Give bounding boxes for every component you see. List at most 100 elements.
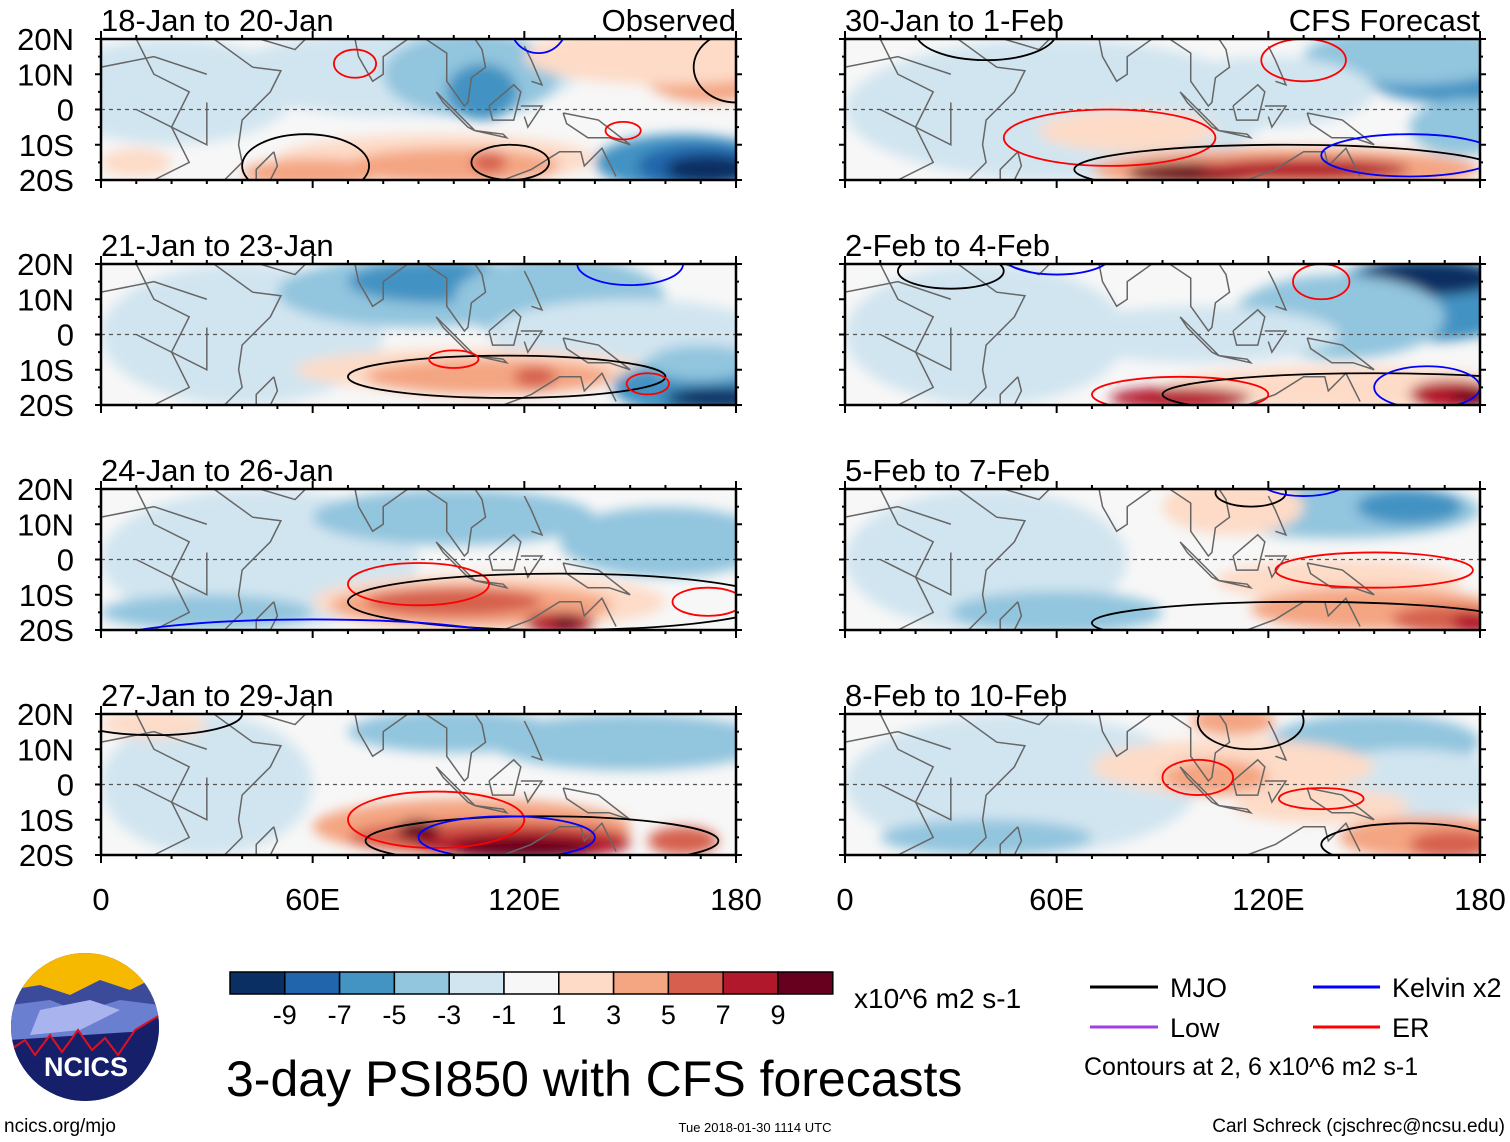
ncics-logo: NCICS <box>11 953 159 1101</box>
coastline <box>101 730 208 750</box>
colorbar-swatch <box>229 971 286 995</box>
coastline <box>1264 105 1288 129</box>
lon-tick-label: 180 <box>710 882 762 917</box>
anomaly-region <box>1451 390 1480 405</box>
coastline <box>1246 822 1361 855</box>
coastline <box>135 102 208 146</box>
legend-label-kelvin: Kelvin x2 <box>1392 973 1502 1003</box>
colorbar-units: x10^6 m2 s-1 <box>854 983 1021 1014</box>
coastline <box>845 280 952 300</box>
panel-title: 5-Feb to 7-Feb <box>845 453 1050 488</box>
coastline <box>1003 714 1051 726</box>
coastline <box>1264 330 1288 354</box>
lat-tick-label: 20S <box>19 838 74 873</box>
map-panel: 30-Jan to 1-Feb CFS Forecast <box>839 3 1486 188</box>
lat-tick-label: 20N <box>17 472 74 507</box>
lat-tick-label: 20S <box>19 388 74 423</box>
lat-tick-label: 10S <box>19 578 74 613</box>
coastline <box>523 45 544 87</box>
coastline <box>474 129 510 139</box>
contour-line <box>1292 264 1351 301</box>
contour-line <box>1274 551 1474 589</box>
anomaly-region <box>471 151 507 173</box>
coastline <box>1179 91 1220 132</box>
anomaly-region <box>101 714 207 739</box>
coastline <box>1081 714 1153 758</box>
coastline <box>1218 804 1254 814</box>
coastline <box>488 308 522 346</box>
coastline <box>255 601 279 630</box>
coastline <box>337 489 409 533</box>
coastline <box>101 280 208 300</box>
lat-tick-label: 10N <box>17 282 74 317</box>
coastline <box>523 495 544 537</box>
panel-title: 21-Jan to 23-Jan <box>101 228 334 263</box>
anomaly-region <box>665 387 736 405</box>
legend: MJO Kelvin x2 Low ER Contours at 2, 6 x1… <box>1084 973 1502 1081</box>
coastline <box>502 822 617 855</box>
coastline <box>999 376 1023 405</box>
coastline <box>502 147 617 180</box>
coastline <box>502 597 617 630</box>
coastline <box>845 505 952 525</box>
colorbar: -9 -7 -5 -3 -1 1 3 5 7 9 <box>229 971 834 1030</box>
colorbar-swatch <box>338 971 396 995</box>
panel-title: 27-Jan to 29-Jan <box>101 678 334 713</box>
coastline <box>259 264 307 276</box>
anomaly-region <box>1409 830 1480 855</box>
colorbar-tick-label: 3 <box>606 1000 621 1030</box>
coastline <box>1169 264 1231 333</box>
anomaly-region <box>647 826 719 855</box>
footer-url: ncics.org/mjo <box>4 1116 116 1137</box>
anomaly-region <box>1162 759 1269 796</box>
coastline <box>1246 147 1361 180</box>
colorbar-tick-label: 7 <box>716 1000 731 1030</box>
colorbar-swatch <box>503 971 560 995</box>
coastline <box>845 730 952 750</box>
lat-tick-label: 10N <box>17 57 74 92</box>
coastline <box>425 489 487 558</box>
anomaly-region <box>1451 612 1480 630</box>
coastline <box>1267 45 1288 87</box>
anomaly-region <box>347 148 560 180</box>
coastline <box>337 264 409 308</box>
lat-tick-label: 10N <box>17 507 74 542</box>
coastline <box>1169 714 1231 783</box>
contour-line <box>1265 489 1342 497</box>
coastline <box>425 264 487 333</box>
coastline <box>135 714 191 855</box>
lat-tick-label: 10S <box>19 353 74 388</box>
lat-tick-label: 20S <box>19 163 74 198</box>
coastline <box>999 151 1023 180</box>
lat-tick-label: 20N <box>17 697 74 732</box>
coastline <box>999 601 1023 630</box>
coastline <box>845 55 952 75</box>
anomaly-region <box>1109 387 1251 405</box>
anomaly-region <box>347 714 560 753</box>
coastline <box>213 489 283 630</box>
contour-line <box>1161 758 1234 796</box>
anomaly-region <box>647 345 736 381</box>
coastline <box>255 151 279 180</box>
coastline <box>474 804 510 814</box>
coastline <box>474 354 510 364</box>
coastline <box>562 787 631 821</box>
anomaly-region <box>1190 714 1276 736</box>
coastline <box>488 83 522 121</box>
lat-tick-label: 20S <box>19 613 74 648</box>
coastline <box>1003 39 1051 51</box>
coastline <box>135 264 191 405</box>
contour-line <box>1091 600 1480 630</box>
coastline <box>562 112 631 146</box>
coastline <box>879 39 935 180</box>
contour-line <box>364 815 720 855</box>
contour-line <box>1196 714 1305 751</box>
coastline <box>435 541 476 582</box>
anomaly-region <box>101 594 313 630</box>
coastline <box>879 552 952 596</box>
coastline <box>337 714 409 758</box>
anomaly-region <box>552 615 581 630</box>
coastline <box>259 714 307 726</box>
